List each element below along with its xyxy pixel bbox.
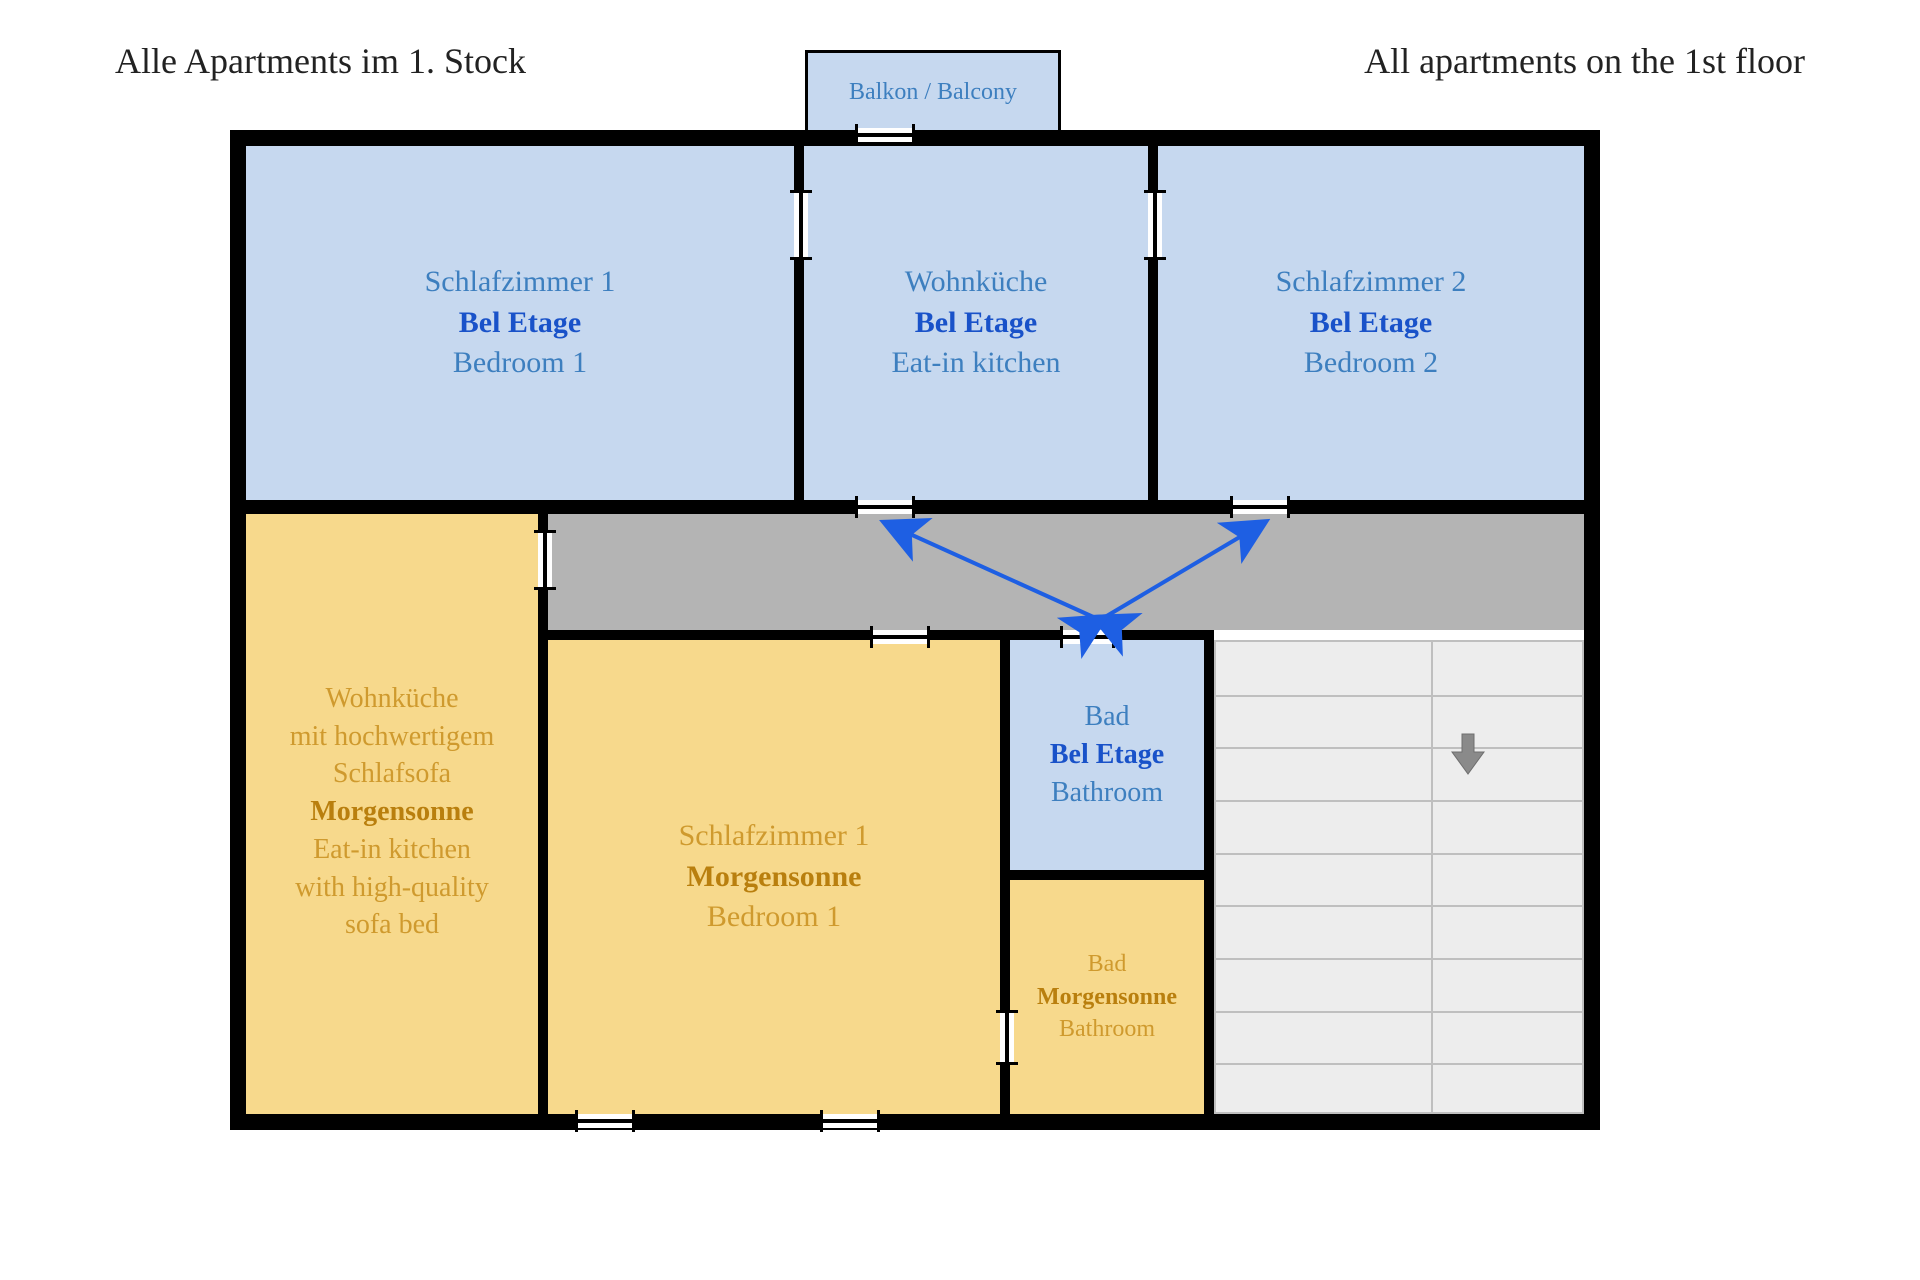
room-bedroom1_bel-line-0: Schlafzimmer 1 xyxy=(425,262,616,303)
room-bedroom2_bel-line-0: Schlafzimmer 2 xyxy=(1276,262,1467,303)
room-bedroom1_bel-line-2: Bedroom 1 xyxy=(453,343,587,384)
door xyxy=(855,128,915,142)
floorplan: Balkon / Balcony Schlafzimmer 1Bel Etage… xyxy=(230,130,1600,1130)
room-bath_mor-line-1: Morgensonne xyxy=(1037,981,1177,1013)
room-hallway xyxy=(548,510,1584,630)
room-bedroom1_mor-line-1: Morgensonne xyxy=(687,857,862,898)
room-kitchen_mor-line-3: Morgensonne xyxy=(310,793,473,831)
room-kitchen_mor-line-2: Schlafsofa xyxy=(333,755,451,793)
room-kitchen_mor-line-5: with high-quality xyxy=(295,869,489,907)
room-bedroom1_mor: Schlafzimmer 1MorgensonneBedroom 1 xyxy=(548,640,1000,1114)
room-bedroom2_bel-line-2: Bedroom 2 xyxy=(1304,343,1438,384)
room-bath_bel-line-1: Bel Etage xyxy=(1050,736,1164,774)
down-arrow-icon xyxy=(1450,732,1486,781)
room-bath_mor-line-0: Bad xyxy=(1088,948,1127,980)
room-kitchen_mor: Wohnküchemit hochwertigemSchlafsofaMorge… xyxy=(246,510,538,1114)
door xyxy=(1230,500,1290,514)
room-bedroom2_bel: Schlafzimmer 2Bel EtageBedroom 2 xyxy=(1158,146,1584,500)
wall xyxy=(230,130,246,1130)
door xyxy=(794,190,808,260)
door xyxy=(1000,1010,1014,1065)
room-bath_bel-line-0: Bad xyxy=(1084,698,1129,736)
stairs xyxy=(1214,640,1584,1114)
room-kitchen_bel-line-0: Wohnküche xyxy=(905,262,1048,303)
room-bath_bel-line-2: Bathroom xyxy=(1051,774,1163,812)
room-kitchen_mor-line-4: Eat-in kitchen xyxy=(313,831,471,869)
wall xyxy=(538,510,548,1120)
room-kitchen_mor-line-6: sofa bed xyxy=(345,906,439,944)
room-bedroom1_mor-line-0: Schlafzimmer 1 xyxy=(679,816,870,857)
balcony-label: Balkon / Balcony xyxy=(849,79,1017,106)
room-bedroom1_mor-line-2: Bedroom 1 xyxy=(707,897,841,938)
wall xyxy=(1584,130,1600,1130)
room-bedroom1_bel-line-1: Bel Etage xyxy=(459,303,581,344)
room-kitchen_mor-line-1: mit hochwertigem xyxy=(290,718,495,756)
room-bath_mor: BadMorgensonneBathroom xyxy=(1010,880,1204,1114)
title-left: Alle Apartments im 1. Stock xyxy=(115,40,526,82)
room-bath_mor-line-2: Bathroom xyxy=(1059,1013,1155,1045)
title-right: All apartments on the 1st floor xyxy=(1364,40,1805,82)
room-bedroom2_bel-line-1: Bel Etage xyxy=(1310,303,1432,344)
room-bedroom1_bel: Schlafzimmer 1Bel EtageBedroom 1 xyxy=(246,146,794,500)
room-bath_bel: BadBel EtageBathroom xyxy=(1010,640,1204,870)
door xyxy=(538,530,552,590)
door xyxy=(855,500,915,514)
room-kitchen_bel: WohnkücheBel EtageEat-in kitchen xyxy=(804,146,1148,500)
door xyxy=(1060,630,1115,644)
door xyxy=(1148,190,1162,260)
door xyxy=(870,630,930,644)
wall xyxy=(230,1114,1600,1130)
balcony: Balkon / Balcony xyxy=(805,50,1061,134)
door xyxy=(820,1114,880,1128)
room-kitchen_mor-line-0: Wohnküche xyxy=(325,680,458,718)
room-kitchen_bel-line-2: Eat-in kitchen xyxy=(891,343,1060,384)
wall xyxy=(1000,870,1214,880)
room-kitchen_bel-line-1: Bel Etage xyxy=(915,303,1037,344)
door xyxy=(575,1114,635,1128)
